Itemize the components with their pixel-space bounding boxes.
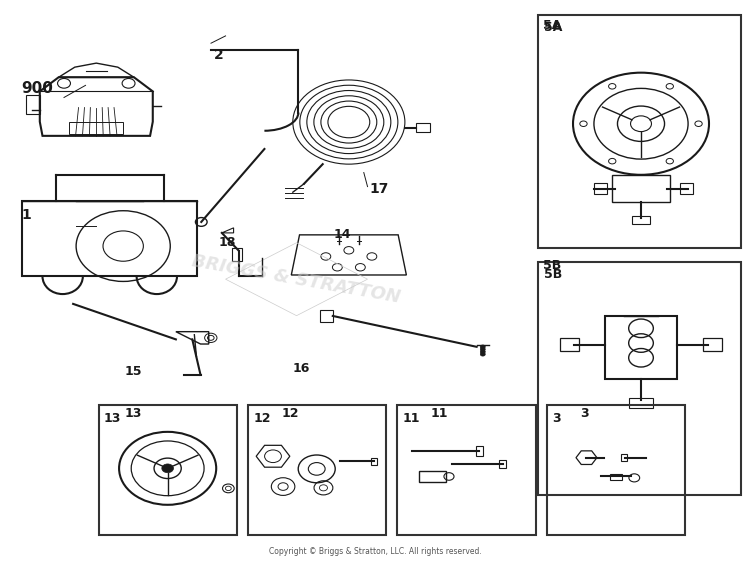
Bar — [500, 460, 506, 468]
Bar — [632, 216, 650, 224]
Text: BRIGGS & STRATTON: BRIGGS & STRATTON — [190, 252, 402, 306]
Bar — [610, 474, 622, 480]
Text: 16: 16 — [292, 363, 310, 376]
Text: 5A: 5A — [543, 19, 562, 32]
Text: 2: 2 — [214, 48, 224, 61]
Bar — [26, 95, 40, 113]
Bar — [320, 310, 333, 322]
Text: 3: 3 — [580, 407, 589, 420]
Bar — [538, 15, 741, 248]
Bar — [370, 457, 377, 465]
Bar — [547, 406, 685, 535]
Text: 15: 15 — [124, 365, 142, 378]
Bar — [98, 406, 237, 535]
Bar — [621, 454, 627, 461]
Text: 5A: 5A — [544, 21, 562, 34]
Bar — [560, 338, 579, 351]
Text: 14: 14 — [334, 228, 352, 241]
Bar — [232, 248, 242, 261]
Text: 17: 17 — [369, 182, 388, 196]
Circle shape — [162, 464, 173, 473]
Bar — [703, 338, 722, 351]
Bar — [398, 406, 536, 535]
Text: 13: 13 — [124, 407, 142, 420]
Circle shape — [480, 352, 485, 356]
Bar — [628, 398, 653, 408]
Text: Copyright © Briggs & Stratton, LLC. All rights reserved.: Copyright © Briggs & Stratton, LLC. All … — [268, 547, 482, 556]
Bar — [604, 316, 677, 379]
Circle shape — [480, 347, 485, 351]
Bar — [416, 123, 430, 132]
Text: 12: 12 — [254, 412, 271, 425]
Circle shape — [480, 345, 485, 349]
Text: 1: 1 — [22, 208, 32, 222]
Text: 11: 11 — [403, 412, 420, 425]
Bar — [248, 406, 386, 535]
Text: 11: 11 — [431, 407, 448, 420]
Text: 18: 18 — [218, 236, 236, 249]
Bar — [594, 183, 607, 195]
Circle shape — [480, 350, 485, 354]
Bar — [476, 446, 482, 456]
Text: 13: 13 — [104, 412, 122, 425]
Text: 5B: 5B — [543, 259, 561, 272]
Text: 12: 12 — [281, 407, 299, 420]
Text: 3: 3 — [552, 412, 561, 425]
Text: 900: 900 — [22, 81, 53, 96]
Bar — [680, 183, 693, 195]
Bar — [612, 175, 670, 202]
Text: 5B: 5B — [544, 268, 562, 281]
Bar — [538, 262, 741, 495]
Bar — [70, 122, 123, 134]
Bar — [22, 201, 197, 276]
